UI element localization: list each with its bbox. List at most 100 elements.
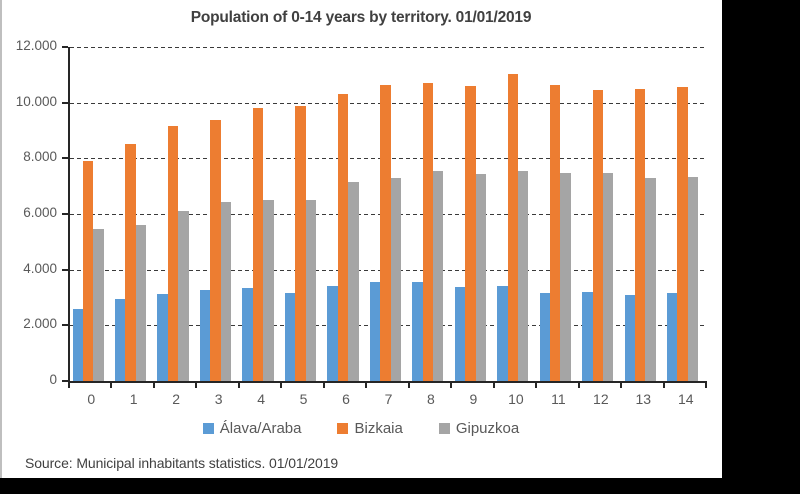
x-axis-tick	[195, 383, 198, 388]
x-axis-tick	[280, 383, 283, 388]
black-right-strip	[722, 0, 800, 494]
bar--lava-araba-age-1	[115, 298, 126, 381]
x-tick-label: 2	[172, 391, 181, 407]
bar-bizkaia-age-10	[507, 73, 518, 381]
y-axis-tick	[62, 101, 68, 104]
bar-bizkaia-age-6	[337, 94, 349, 381]
chart-left-border	[0, 0, 2, 478]
x-axis-tick	[152, 383, 155, 388]
bar-bizkaia-age-3	[210, 119, 221, 381]
plot-area	[68, 47, 707, 383]
bar-bizkaia-age-2	[167, 126, 179, 381]
bar-gipuzkoa-age-2	[178, 211, 189, 381]
legend-label-gipuzkoa: Gipuzkoa	[455, 420, 520, 437]
y-tick-label: 12.000	[15, 38, 57, 53]
bar--lava-araba-age-10	[497, 285, 508, 381]
bar--lava-araba-age-4	[242, 288, 253, 381]
bar-bizkaia-age-4	[252, 107, 264, 381]
y-axis-tick	[62, 324, 68, 327]
bar-bizkaia-age-5	[295, 106, 306, 381]
y-tick-label: 4.000	[23, 260, 57, 276]
y-axis-tick	[62, 213, 68, 215]
bar-gipuzkoa-age-5	[305, 199, 317, 381]
y-axis-tick	[62, 380, 68, 382]
x-tick-label: 14	[677, 391, 694, 407]
x-axis-tick	[322, 383, 325, 388]
bar-gipuzkoa-age-0	[93, 228, 104, 381]
bar-gipuzkoa-age-14	[687, 176, 699, 381]
x-axis-tick	[535, 383, 538, 388]
bar-gipuzkoa-age-6	[348, 182, 359, 381]
x-axis-tick	[365, 383, 368, 388]
x-axis-tick	[450, 383, 453, 388]
x-tick-label: 11	[551, 391, 566, 407]
bar--lava-araba-age-13	[624, 295, 635, 381]
bar--lava-araba-age-3	[199, 290, 211, 381]
bar--lava-araba-age-5	[284, 292, 296, 381]
x-axis-tick	[110, 383, 113, 388]
bar--lava-araba-age-0	[72, 308, 83, 381]
legend-item-bizkaia: Bizkaia	[337, 420, 403, 437]
bar-bizkaia-age-12	[592, 90, 603, 381]
y-tick-label: 0	[49, 372, 57, 387]
bar-bizkaia-age-7	[380, 84, 391, 381]
bar-gipuzkoa-age-1	[135, 224, 147, 381]
x-axis-tick	[620, 383, 623, 388]
bar--lava-araba-age-9	[454, 286, 466, 381]
bar--lava-araba-age-11	[539, 292, 551, 381]
source-note: Source: Municipal inhabitants statistics…	[25, 455, 339, 471]
bar-gipuzkoa-age-11	[560, 172, 571, 381]
x-axis-tick	[68, 383, 70, 388]
page-title: Population of 0-14 years by territory. 0…	[190, 9, 532, 26]
bar-gipuzkoa-age-9	[475, 174, 486, 381]
x-axis-tick	[492, 383, 495, 388]
alava-swatch-icon	[202, 423, 214, 434]
bar--lava-araba-age-14	[667, 292, 678, 381]
legend: Álava/Araba Bizkaia Gipuzkoa	[0, 420, 722, 437]
x-axis-tick	[705, 383, 707, 388]
x-tick-label: 9	[469, 391, 478, 407]
gridline	[70, 47, 707, 48]
bar--lava-araba-age-8	[412, 281, 423, 381]
y-axis-tick	[62, 268, 68, 271]
x-tick-label: 10	[508, 391, 524, 407]
bar-gipuzkoa-age-10	[518, 171, 529, 381]
y-tick-label: 8.000	[23, 149, 57, 165]
x-tick-label: 6	[342, 391, 350, 407]
x-axis-tick	[407, 383, 410, 388]
bar-gipuzkoa-age-13	[645, 178, 656, 381]
bar--lava-araba-age-2	[157, 293, 168, 381]
y-tick-label: 6.000	[23, 205, 57, 220]
bar-gipuzkoa-age-12	[602, 173, 614, 381]
bar-gipuzkoa-age-7	[390, 178, 401, 381]
chart-canvas: Population of 0-14 years by territory. 0…	[0, 0, 722, 478]
legend-label-bizkaia: Bizkaia	[354, 420, 403, 437]
bar-bizkaia-age-9	[465, 85, 476, 381]
bar--lava-araba-age-7	[369, 281, 381, 381]
x-tick-label: 12	[593, 391, 609, 407]
y-tick-label: 2.000	[23, 316, 57, 332]
legend-item-alava: Álava/Araba	[202, 420, 301, 437]
y-axis-tick	[62, 46, 68, 48]
x-axis-tick	[237, 383, 240, 388]
x-tick-label: 13	[635, 391, 652, 407]
x-axis-tick	[662, 383, 665, 388]
x-tick-label: 8	[427, 391, 435, 407]
legend-item-gipuzkoa: Gipuzkoa	[438, 420, 520, 437]
bar-bizkaia-age-1	[125, 144, 136, 381]
bar-bizkaia-age-8	[422, 83, 434, 381]
y-axis-tick	[62, 157, 68, 160]
bar-bizkaia-age-0	[82, 161, 94, 381]
bar-gipuzkoa-age-4	[263, 200, 274, 381]
x-tick-label: 7	[384, 391, 393, 407]
x-tick-label: 4	[257, 391, 265, 407]
x-axis-tick	[577, 383, 580, 388]
gipuzkoa-swatch-icon	[438, 423, 450, 434]
x-tick-label: 5	[299, 391, 308, 407]
bar--lava-araba-age-12	[582, 292, 593, 381]
bar-bizkaia-age-13	[635, 88, 646, 381]
x-tick-label: 3	[214, 391, 223, 407]
x-tick-label: 1	[129, 391, 138, 407]
x-tick-label: 0	[87, 391, 96, 407]
